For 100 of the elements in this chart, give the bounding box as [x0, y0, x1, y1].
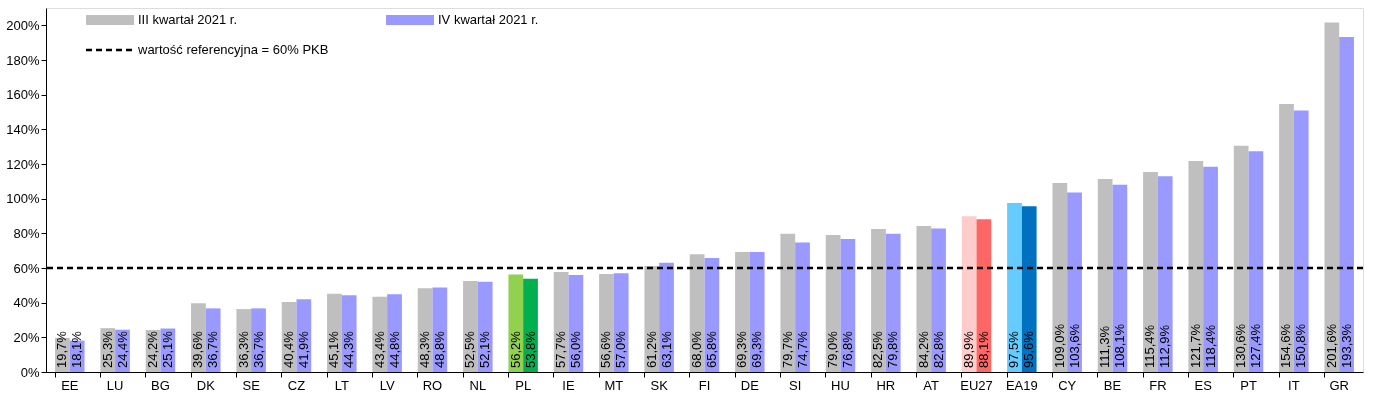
bar	[1293, 110, 1309, 372]
bar	[1097, 179, 1113, 372]
data-label: 79,8%	[885, 330, 901, 368]
data-label: 118,4%	[1202, 324, 1218, 368]
bar	[885, 233, 901, 372]
data-label: 36,7%	[205, 330, 221, 368]
bar	[1203, 166, 1218, 372]
data-label: 57,7%	[553, 330, 569, 368]
bar	[1324, 22, 1340, 372]
data-label: 84,2%	[915, 330, 931, 368]
data-label: 127,4%	[1247, 323, 1263, 368]
data-label: 115,4%	[1142, 324, 1158, 368]
y-tick-label: 160%	[6, 87, 40, 103]
data-label: 201,6%	[1323, 323, 1339, 368]
x-tick-label: EE	[61, 377, 79, 393]
data-label: 18,1%	[69, 330, 85, 368]
data-label: 52,1%	[477, 330, 493, 368]
y-tick-label: 180%	[6, 52, 40, 68]
data-label: 61,2%	[643, 330, 659, 368]
bar	[1157, 176, 1173, 372]
x-tick-label: MT	[604, 377, 624, 393]
y-tick-label: 0%	[20, 364, 40, 380]
y-tick-label: 40%	[13, 295, 40, 311]
x-tick-label: EU27	[960, 377, 993, 393]
x-tick-label: LV	[379, 377, 395, 393]
bar	[1339, 36, 1354, 372]
y-tick-label: 120%	[6, 156, 40, 172]
data-label: 193,3%	[1338, 323, 1354, 368]
data-label: 36,3%	[235, 330, 251, 368]
bar	[1143, 171, 1158, 372]
data-label: 25,3%	[99, 330, 115, 368]
data-label: 40,4%	[281, 330, 297, 368]
data-label: 76,8%	[839, 330, 855, 368]
x-tick-label: SK	[650, 377, 669, 393]
y-tick-label: 200%	[6, 17, 40, 33]
x-tick-label: IT	[1288, 377, 1300, 393]
data-label: 109,0%	[1051, 323, 1067, 368]
x-tick-label: GR	[1329, 377, 1349, 393]
data-label: 111,3%	[1097, 325, 1113, 368]
data-label: 19,7%	[54, 330, 70, 368]
data-label: 24,4%	[114, 330, 130, 368]
data-label: 108,1%	[1111, 323, 1127, 368]
bar	[871, 229, 886, 372]
data-label: 79,0%	[825, 330, 841, 368]
data-label: 63,1%	[658, 330, 674, 368]
x-tick-label: LU	[106, 377, 124, 393]
bar	[795, 242, 810, 372]
bar	[1188, 161, 1204, 372]
data-label: 53,8%	[522, 330, 538, 368]
data-label: 24,2%	[145, 330, 161, 368]
data-label: 88,1%	[975, 330, 991, 368]
data-label: 48,8%	[431, 330, 447, 368]
y-tick-label: 100%	[6, 191, 40, 207]
bar	[825, 235, 841, 372]
data-label: 52,5%	[462, 330, 478, 368]
x-tick-label: PL	[515, 377, 532, 393]
legend-label: III kwartał 2021 r.	[138, 12, 237, 27]
x-tick-label: DE	[740, 377, 760, 393]
data-label: 89,9%	[961, 330, 977, 368]
x-tick-label: HU	[831, 377, 850, 393]
x-tick-label: FR	[1149, 377, 1167, 393]
x-tick-label: IE	[562, 377, 575, 393]
bar	[1052, 183, 1068, 372]
x-tick-label: LT	[334, 377, 349, 393]
x-tick-label: HR	[876, 377, 896, 393]
data-label: 43,4%	[371, 330, 387, 368]
bar	[780, 233, 796, 372]
data-label: 103,6%	[1066, 323, 1082, 368]
legend-label: IV kwartał 2021 r.	[438, 12, 539, 27]
x-tick-label: SI	[789, 377, 802, 393]
data-label: 25,1%	[159, 330, 175, 368]
bar	[1021, 206, 1037, 372]
bar	[1279, 104, 1294, 372]
data-label: 45,1%	[326, 330, 342, 368]
x-tick-label: NL	[469, 377, 487, 393]
bar	[961, 216, 977, 372]
data-label: 74,7%	[794, 330, 810, 368]
data-label: 121,7%	[1187, 323, 1203, 368]
data-label: 44,3%	[341, 330, 357, 368]
bar	[1067, 192, 1082, 372]
x-tick-label: ES	[1194, 377, 1213, 393]
data-label: 56,2%	[507, 330, 523, 368]
data-label: 56,0%	[567, 330, 583, 368]
data-label: 97,5%	[1006, 330, 1022, 368]
data-label: 82,8%	[930, 330, 946, 368]
x-tick-label: AT	[923, 377, 940, 393]
y-tick-label: 80%	[13, 225, 40, 241]
x-tick-label: BE	[1103, 377, 1122, 393]
x-tick-label: EA19	[1005, 377, 1038, 393]
x-tick-label: RO	[422, 377, 443, 393]
data-label: 79,7%	[779, 330, 795, 368]
data-label: 68,0%	[689, 330, 705, 368]
x-tick-label: CZ	[287, 377, 306, 393]
x-tick-label: PT	[1240, 377, 1257, 393]
data-label: 39,6%	[190, 330, 206, 368]
y-tick-label: 20%	[13, 329, 40, 345]
data-label: 69,3%	[734, 330, 750, 368]
data-label: 48,3%	[417, 330, 433, 368]
data-label: 41,9%	[295, 330, 311, 368]
bar	[931, 228, 946, 372]
